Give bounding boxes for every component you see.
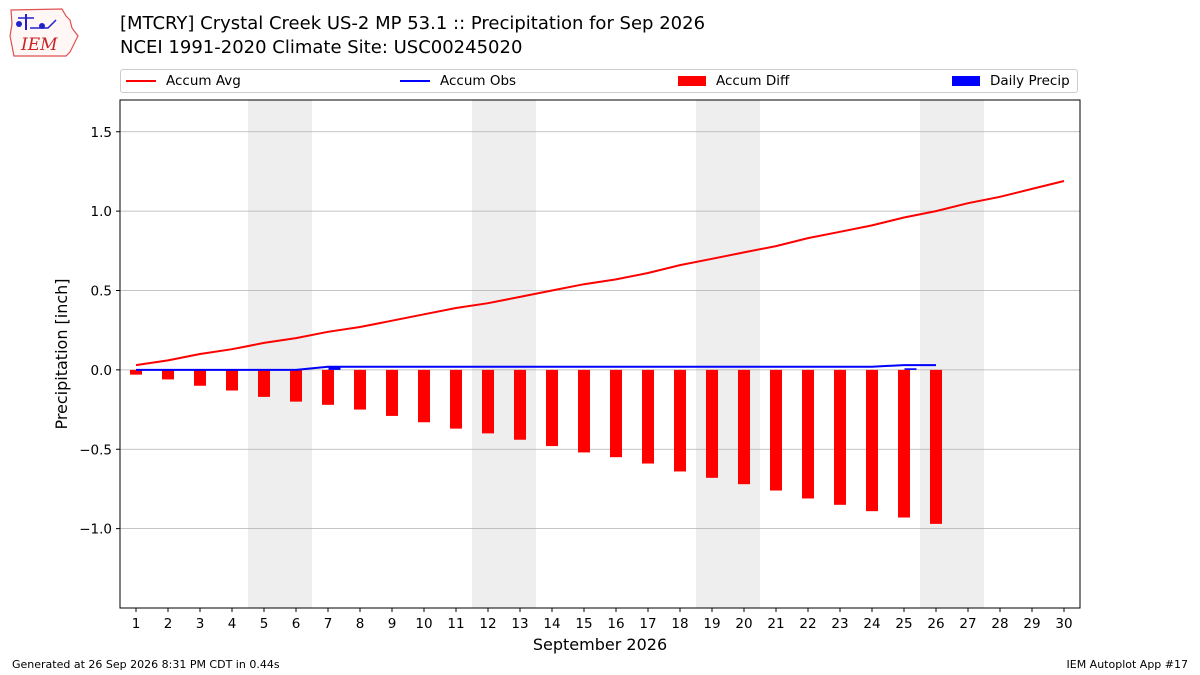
x-tick-label-26: 26 bbox=[927, 616, 944, 632]
accum-diff-bar-20 bbox=[738, 369, 750, 485]
x-tick-label-8: 8 bbox=[356, 616, 365, 632]
accum-diff-bar-12 bbox=[482, 369, 494, 434]
x-tick-label-18: 18 bbox=[671, 616, 688, 632]
chart-legend: Accum Avg Accum Obs Accum Diff Daily Pre… bbox=[120, 69, 1078, 93]
x-tick-label-12: 12 bbox=[479, 616, 496, 632]
x-tick-label-30: 30 bbox=[1055, 616, 1072, 632]
weekend-shade-day-13 bbox=[504, 100, 536, 608]
x-tick-label-10: 10 bbox=[415, 616, 432, 632]
accum-diff-bar-15 bbox=[578, 369, 590, 453]
accum-diff-bar-1 bbox=[130, 369, 142, 375]
y-axis-label: Precipitation [inch] bbox=[52, 278, 71, 429]
accum-diff-bar-7 bbox=[322, 369, 334, 405]
accum-diff-bar-16 bbox=[610, 369, 622, 458]
y-tick-label-0: −1.0 bbox=[79, 522, 112, 538]
x-tick-label-27: 27 bbox=[959, 616, 976, 632]
x-tick-label-24: 24 bbox=[863, 616, 880, 632]
accum-diff-bar-25 bbox=[898, 369, 910, 518]
chart-subtitle: NCEI 1991-2020 Climate Site: USC00245020 bbox=[120, 37, 523, 58]
weekend-shade-day-27 bbox=[952, 100, 984, 608]
accum-diff-bar-4 bbox=[226, 369, 238, 391]
accum-diff-bar-9 bbox=[386, 369, 398, 416]
weekend-shade-day-12 bbox=[472, 100, 504, 608]
y-tick-label-5: 1.5 bbox=[91, 125, 112, 141]
accum-diff-bar-21 bbox=[770, 369, 782, 491]
weekend-shade-day-19 bbox=[696, 100, 728, 608]
chart-title: [MTCRY] Crystal Creek US-2 MP 53.1 :: Pr… bbox=[120, 13, 706, 34]
x-axis-label: September 2026 bbox=[533, 635, 667, 654]
y-tick-label-4: 1.0 bbox=[91, 204, 112, 220]
x-tick-label-6: 6 bbox=[292, 616, 301, 632]
x-tick-label-11: 11 bbox=[447, 616, 464, 632]
x-tick-label-15: 15 bbox=[575, 616, 592, 632]
legend-label-accum-diff: Accum Diff bbox=[716, 73, 790, 89]
legend-item-accum-obs: Accum Obs bbox=[400, 73, 516, 89]
legend-swatch-daily-precip bbox=[952, 76, 980, 86]
x-tick-label-21: 21 bbox=[767, 616, 784, 632]
app-credit: IEM Autoplot App #17 bbox=[1066, 658, 1189, 671]
legend-label-accum-obs: Accum Obs bbox=[440, 73, 517, 89]
accum-diff-bar-17 bbox=[642, 369, 654, 464]
accum-diff-bar-23 bbox=[834, 369, 846, 505]
legend-item-daily-precip: Daily Precip bbox=[952, 73, 1070, 89]
logo-text: IEM bbox=[20, 35, 58, 55]
x-tick-label-22: 22 bbox=[799, 616, 816, 632]
accum-diff-bar-19 bbox=[706, 369, 718, 478]
weekend-shade-day-6 bbox=[280, 100, 312, 608]
legend-swatch-accum-diff bbox=[678, 76, 706, 86]
accum-obs-line bbox=[136, 364, 936, 371]
x-tick-label-20: 20 bbox=[735, 616, 752, 632]
y-tick-label-1: −0.5 bbox=[79, 442, 112, 458]
x-tick-label-4: 4 bbox=[228, 616, 237, 632]
accum-diff-bar-14 bbox=[546, 369, 558, 447]
y-tick-label-2: 0.0 bbox=[91, 363, 112, 379]
weekend-shade-day-5 bbox=[248, 100, 280, 608]
x-tick-label-23: 23 bbox=[831, 616, 848, 632]
x-tick-label-19: 19 bbox=[703, 616, 720, 632]
accum-diff-bar-6 bbox=[290, 369, 302, 402]
x-tick-label-13: 13 bbox=[511, 616, 528, 632]
x-tick-label-9: 9 bbox=[388, 616, 397, 632]
x-tick-label-25: 25 bbox=[895, 616, 912, 632]
accum-diff-bar-2 bbox=[162, 369, 174, 380]
daily-precip-bar-7 bbox=[328, 366, 341, 370]
legend-item-accum-avg: Accum Avg bbox=[126, 73, 241, 89]
legend-swatch-accum-avg bbox=[126, 80, 156, 82]
plot-frame bbox=[119, 99, 1081, 609]
accum-avg-line bbox=[135, 180, 1065, 367]
accum-diff-bar-18 bbox=[674, 369, 686, 472]
legend-item-accum-diff: Accum Diff bbox=[678, 73, 789, 89]
x-tick-label-2: 2 bbox=[164, 616, 173, 632]
x-tick-label-29: 29 bbox=[1023, 616, 1040, 632]
legend-label-accum-avg: Accum Avg bbox=[166, 73, 241, 89]
accum-diff-bar-5 bbox=[258, 369, 270, 397]
generated-timestamp: Generated at 26 Sep 2026 8:31 PM CDT in … bbox=[12, 658, 280, 671]
x-tick-label-1: 1 bbox=[132, 616, 141, 632]
x-tick-label-28: 28 bbox=[991, 616, 1008, 632]
accum-diff-bar-11 bbox=[450, 369, 462, 429]
accum-diff-bar-8 bbox=[354, 369, 366, 410]
x-tick-label-7: 7 bbox=[324, 616, 333, 632]
accum-diff-bar-22 bbox=[802, 369, 814, 499]
accum-diff-bar-26 bbox=[930, 369, 942, 524]
accum-diff-bar-13 bbox=[514, 369, 526, 440]
x-tick-label-3: 3 bbox=[196, 616, 205, 632]
x-tick-label-5: 5 bbox=[260, 616, 269, 632]
y-tick-label-3: 0.5 bbox=[91, 284, 112, 300]
x-tick-label-17: 17 bbox=[639, 616, 656, 632]
accum-diff-bar-10 bbox=[418, 369, 430, 423]
daily-precip-bar-25 bbox=[904, 368, 917, 370]
accum-diff-bar-24 bbox=[866, 369, 878, 512]
legend-label-daily-precip: Daily Precip bbox=[990, 73, 1070, 89]
weekend-shade-day-26 bbox=[920, 100, 952, 608]
x-tick-label-16: 16 bbox=[607, 616, 624, 632]
legend-swatch-accum-obs bbox=[400, 80, 430, 82]
accum-diff-bar-3 bbox=[194, 369, 206, 386]
weekend-shade-day-20 bbox=[728, 100, 760, 608]
x-tick-label-14: 14 bbox=[543, 616, 560, 632]
iem-logo-icon: IEM bbox=[9, 8, 79, 57]
